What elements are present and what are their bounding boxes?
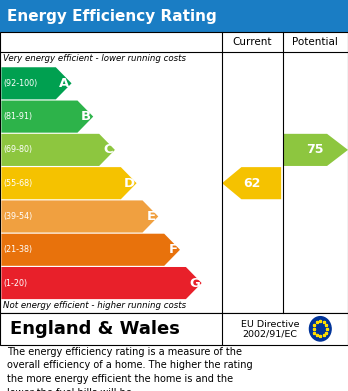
Text: Current: Current (232, 37, 272, 47)
Text: (39-54): (39-54) (3, 212, 33, 221)
Text: 2002/91/EC: 2002/91/EC (243, 329, 298, 338)
Text: The energy efficiency rating is a measure of the
overall efficiency of a home. T: The energy efficiency rating is a measur… (7, 347, 253, 391)
Polygon shape (222, 167, 281, 199)
Text: Energy Efficiency Rating: Energy Efficiency Rating (7, 9, 217, 23)
Text: (55-68): (55-68) (3, 179, 33, 188)
Text: (1-20): (1-20) (3, 278, 27, 287)
Bar (0, 0, 348, 32)
Polygon shape (1, 134, 115, 166)
Bar (0, 32, 348, 313)
Polygon shape (1, 234, 180, 266)
Polygon shape (1, 100, 93, 133)
Text: G: G (189, 276, 200, 290)
Polygon shape (284, 134, 348, 166)
Text: Not energy efficient - higher running costs: Not energy efficient - higher running co… (3, 301, 187, 310)
Text: D: D (124, 177, 135, 190)
Text: C: C (103, 143, 113, 156)
Circle shape (309, 317, 331, 341)
Text: Very energy efficient - lower running costs: Very energy efficient - lower running co… (3, 54, 187, 63)
Polygon shape (1, 167, 136, 199)
Bar (0, 313, 348, 345)
Text: (21-38): (21-38) (3, 245, 33, 254)
Polygon shape (1, 67, 72, 99)
Text: 62: 62 (244, 177, 261, 190)
Text: (81-91): (81-91) (3, 112, 33, 121)
Text: F: F (168, 243, 177, 256)
Polygon shape (1, 201, 158, 233)
Text: (69-80): (69-80) (3, 145, 33, 154)
Text: B: B (81, 110, 91, 123)
Text: A: A (60, 77, 70, 90)
Text: England & Wales: England & Wales (10, 320, 180, 338)
Text: 75: 75 (307, 143, 324, 156)
Text: (92-100): (92-100) (3, 79, 38, 88)
Text: Potential: Potential (292, 37, 338, 47)
Text: E: E (147, 210, 156, 223)
Polygon shape (1, 267, 201, 299)
Text: EU Directive: EU Directive (241, 319, 299, 329)
